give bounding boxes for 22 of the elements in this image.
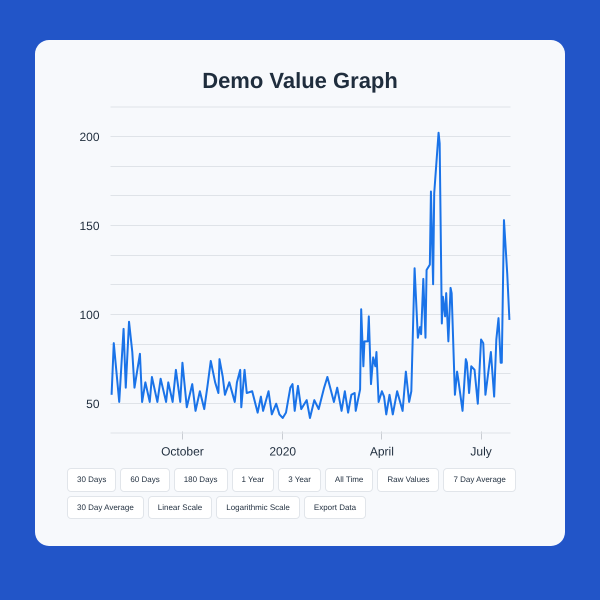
- y-tick-label: 100: [79, 308, 100, 322]
- y-tick-label: 50: [86, 398, 100, 412]
- y-tick-label: 200: [79, 130, 100, 144]
- y-tick-label: 150: [79, 219, 100, 234]
- text: 30 Days: [67, 468, 116, 492]
- text: 180 Days: [174, 468, 228, 492]
- text: 1 Year: [232, 468, 274, 492]
- text: Logarithmic Scale: [216, 496, 300, 520]
- text: 7 Day Average: [443, 468, 516, 492]
- x-tick-label: 2020: [269, 444, 296, 459]
- text: 60 Days: [120, 468, 170, 492]
- x-tick-label: October: [161, 444, 204, 459]
- text: 3 Year: [278, 468, 321, 492]
- text: Raw Values: [377, 468, 440, 492]
- x-tick-label: July: [470, 444, 492, 459]
- x-tick-label: April: [370, 444, 394, 459]
- line-series: [110, 132, 510, 420]
- text: Export Data: [304, 496, 366, 520]
- text: Linear Scale: [148, 496, 212, 520]
- text: All Time: [324, 468, 374, 492]
- text: 30 Day Average: [67, 496, 144, 520]
- chart-title: Demo Value Graph: [202, 67, 398, 95]
